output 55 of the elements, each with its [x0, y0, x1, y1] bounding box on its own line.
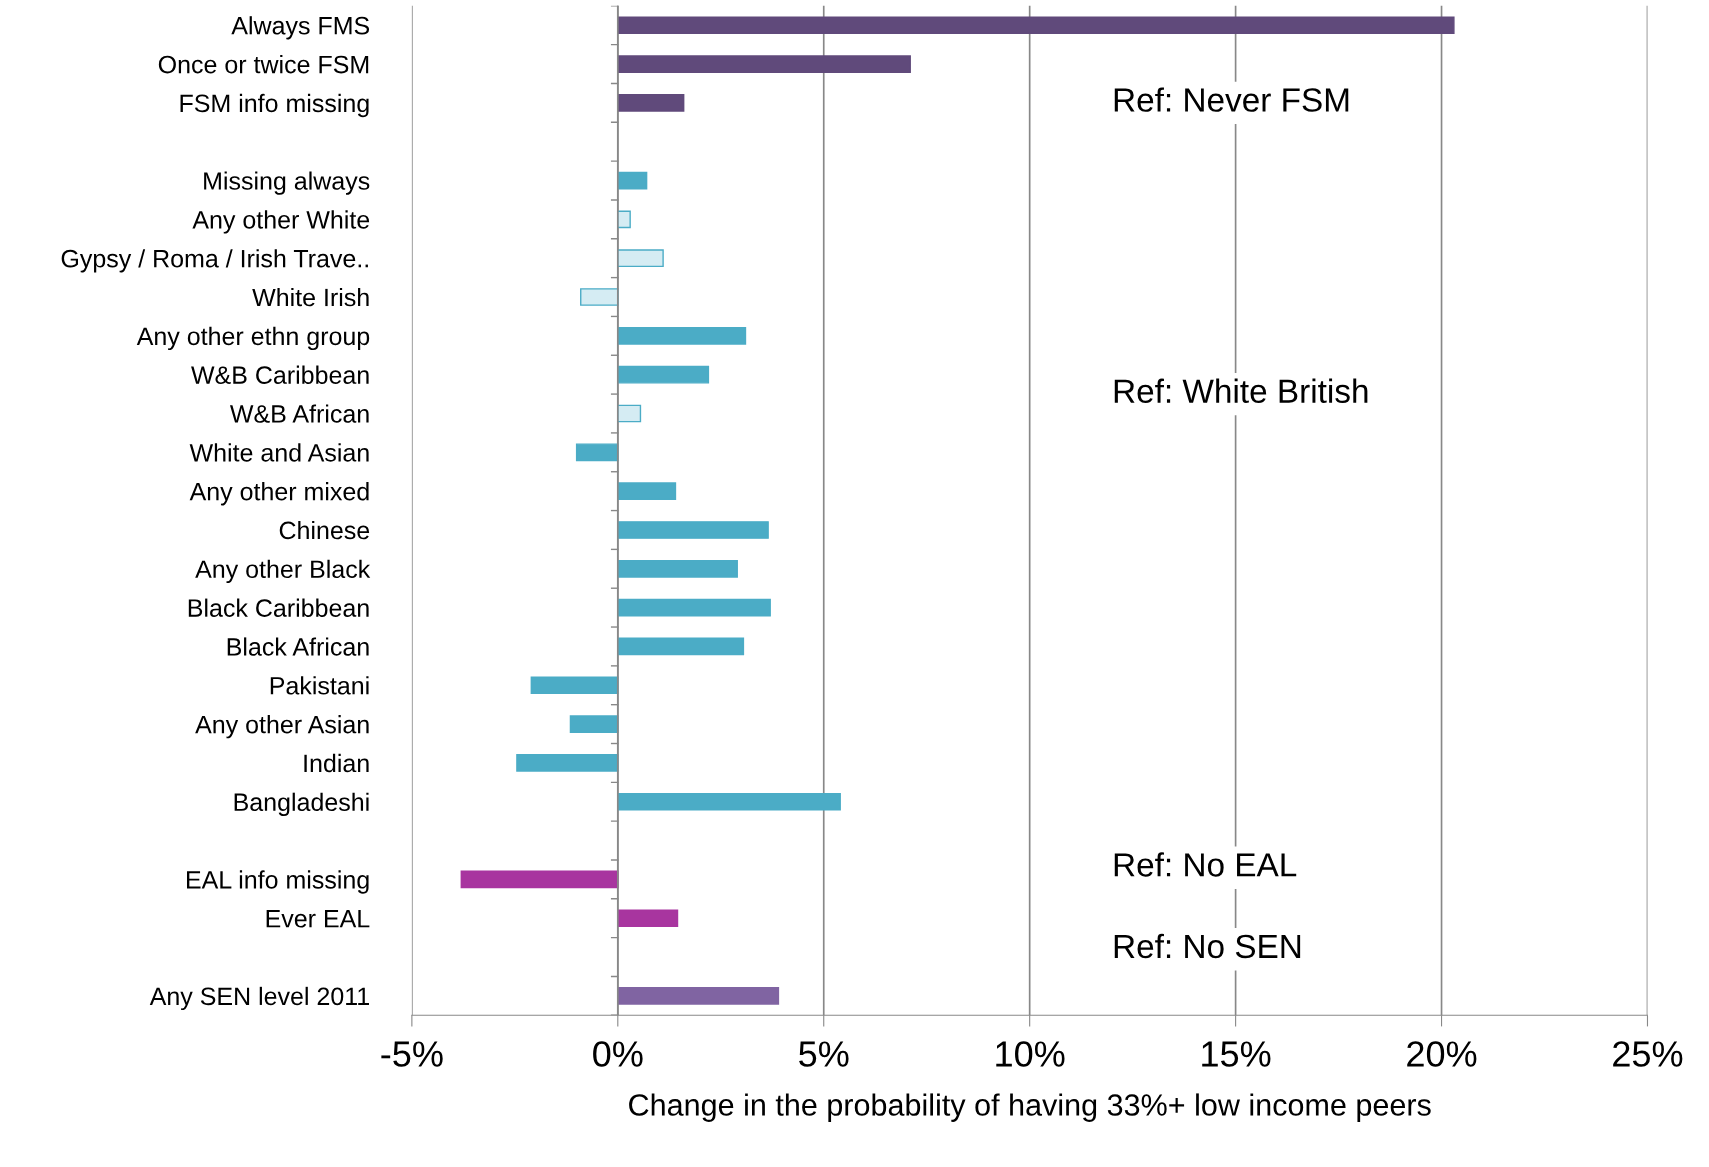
bar [617, 94, 685, 112]
annotation: Ref: White British [1114, 378, 1368, 404]
bar [617, 987, 780, 1005]
x-axis-title: Change in the probability of having 33%+ low income peers [629, 1093, 1431, 1122]
bar [460, 870, 619, 889]
bar [617, 598, 771, 617]
y-tick-label: White and Asian [189, 443, 369, 462]
y-tick-label: Any other mixed [189, 482, 369, 506]
y-tick-label: Always FMS [231, 16, 370, 40]
x-tick-label: 25% [1613, 1041, 1683, 1067]
annotation: Ref: No EAL [1114, 852, 1297, 877]
x-tick-label: 10% [996, 1041, 1065, 1067]
bar [617, 365, 710, 384]
y-tick-label: Any other White [192, 210, 370, 234]
y-tick-label: Any SEN level 2011 [149, 986, 369, 1011]
bar [617, 521, 769, 539]
bar [617, 909, 679, 928]
y-tick-label: Indian [304, 753, 369, 773]
bar [617, 249, 664, 268]
x-tick-label: -5% [381, 1041, 443, 1067]
bar [516, 754, 619, 772]
bar [617, 559, 738, 578]
y-tick-label: White Irish [252, 287, 369, 307]
annotation: Ref: No SEN [1114, 933, 1301, 959]
y-tick-label: FSM info missing [180, 93, 369, 118]
y-tick-label: Any other Asian [195, 715, 369, 739]
y-tick-label: Missing always [204, 171, 370, 195]
bar [575, 443, 619, 462]
y-tick-label: Black Caribbean [188, 598, 369, 617]
bar [617, 482, 677, 500]
y-tick-label: Chinese [279, 520, 370, 540]
bar [530, 676, 619, 695]
y-tick-label: W&B Caribbean [191, 365, 369, 384]
bar [617, 637, 745, 656]
bar [617, 327, 747, 345]
x-tick-label: 0% [593, 1041, 643, 1067]
y-tick-label: Pakistani [270, 676, 369, 695]
y-tick-label: Any other Black [195, 559, 371, 584]
y-tick-label: Gypsy / Roma / Irish Trave.. [61, 249, 368, 273]
bar [617, 792, 841, 811]
bar [569, 715, 619, 733]
bar [617, 55, 911, 73]
y-tick-label: Once or twice FSM [158, 55, 369, 74]
x-tick-label: 5% [799, 1041, 849, 1067]
x-tick-label: 15% [1202, 1041, 1271, 1067]
bar [617, 16, 1455, 35]
y-tick-label: W&B African [229, 404, 369, 423]
bar [580, 288, 619, 306]
y-tick-label: Bangladeshi [234, 792, 369, 816]
y-tick-label: Any other ethn group [136, 326, 370, 351]
y-tick-label: EAL info missing [187, 870, 369, 894]
annotation: Ref: Never FSM [1114, 87, 1349, 112]
y-tick-label: Black African [227, 637, 369, 656]
y-tick-label: Ever EAL [266, 910, 370, 928]
x-tick-label: 20% [1407, 1041, 1477, 1067]
